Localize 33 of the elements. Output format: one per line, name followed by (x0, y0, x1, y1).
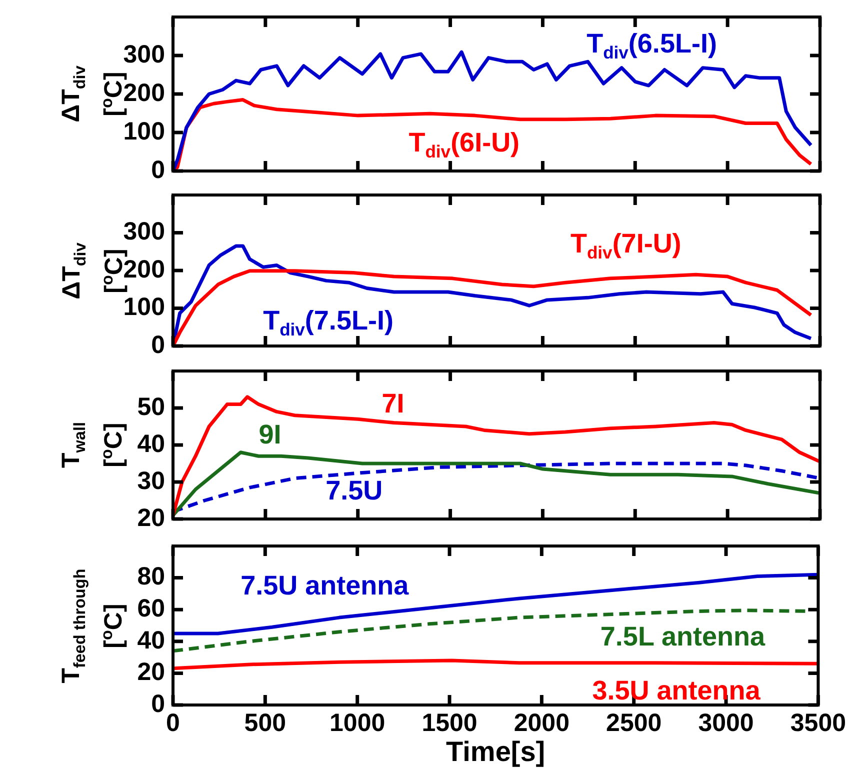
series-label: 7I (382, 388, 404, 420)
series-label: T$_{div}$(7I-U) (570, 228, 682, 264)
y-tick-label: 100 (123, 117, 165, 146)
y-tick-label: 0 (151, 330, 165, 359)
x-tick-label: 2500 (606, 708, 662, 737)
y-tick-label: 80 (137, 562, 165, 591)
series-label: 9I (258, 419, 282, 450)
x-tick-label: 3000 (698, 708, 754, 737)
y-tick-label: 300 (123, 218, 165, 246)
series-label: T$_{div}$(7.5L-I) (263, 306, 394, 342)
x-tick-label: 3500 (790, 708, 846, 737)
y-tick-label: 300 (123, 40, 165, 68)
y-tick-label: 20 (137, 658, 165, 686)
series-label: T$_{div}$(6I-U) (408, 127, 520, 163)
y-tick-label: 100 (123, 293, 165, 322)
x-tick-label: 2000 (514, 708, 570, 737)
series-label: 7.5L antenna (600, 621, 765, 652)
y-tick-label: 50 (137, 392, 165, 421)
series-label: 7.5U (326, 475, 383, 506)
y-tick-label: 60 (137, 594, 165, 622)
y-tick-label: 30 (137, 466, 165, 495)
y-tick-label: 40 (137, 430, 165, 458)
x-tick-label: 500 (244, 708, 286, 737)
y-tick-label: 0 (151, 156, 165, 184)
x-tick-label: 1500 (422, 708, 478, 737)
series-label: T$_{div}$(6.5L-I) (586, 28, 717, 64)
x-tick-label: 1000 (330, 708, 386, 737)
series-label: 7.5U antenna (240, 570, 409, 602)
series-label: 3.5U antenna (592, 675, 760, 706)
y-tick-label: 20 (137, 504, 165, 532)
y-tick-label: 40 (137, 626, 165, 654)
x-axis-title: Time[s] (445, 736, 546, 767)
y-tick-label: 0 (151, 690, 165, 718)
